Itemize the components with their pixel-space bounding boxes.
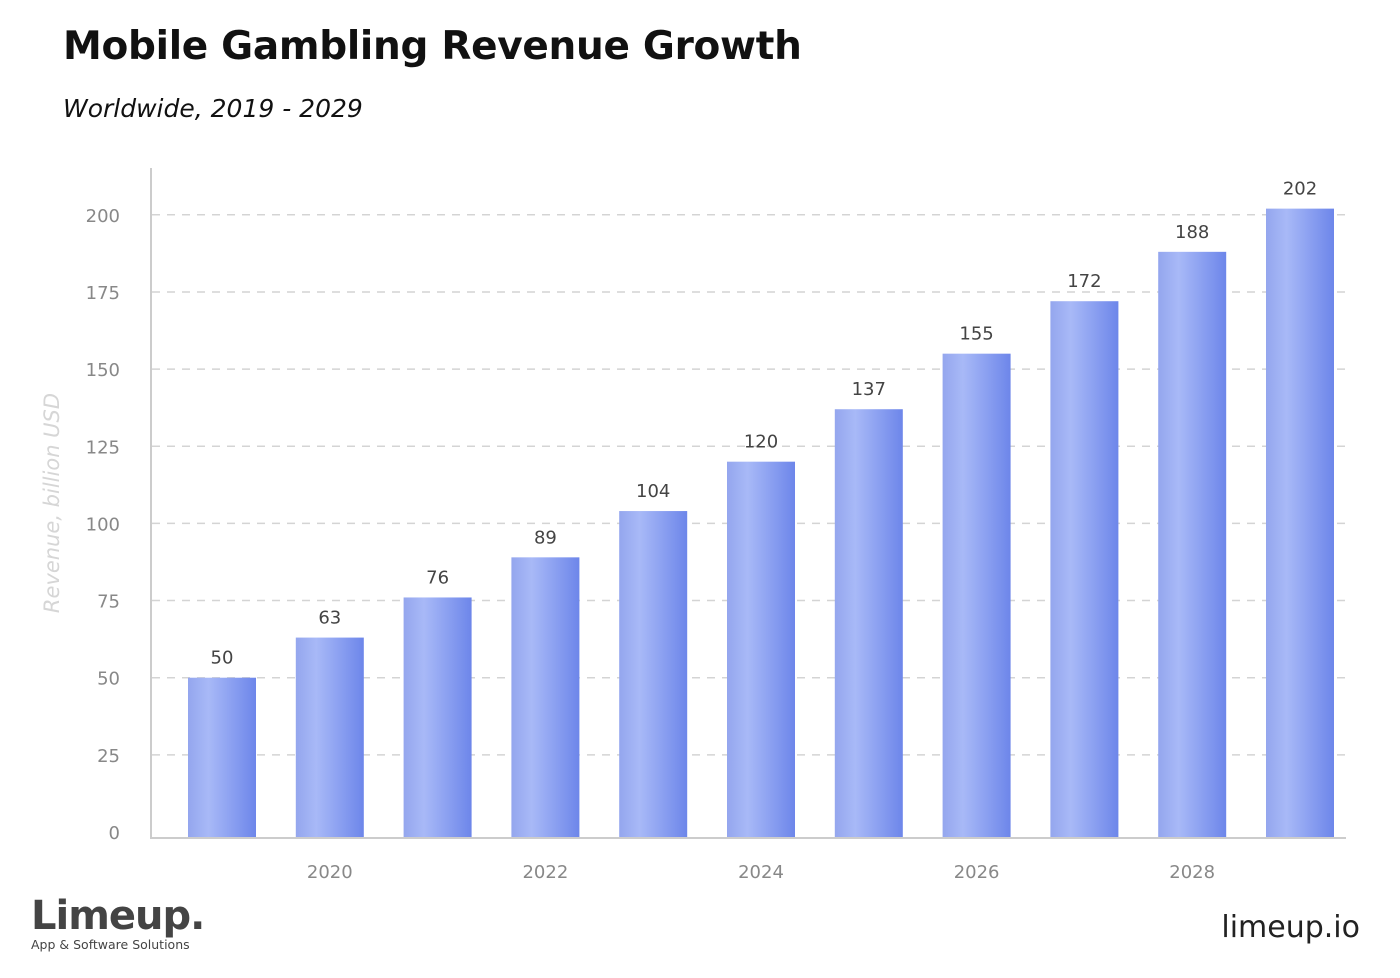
bar-2022 <box>511 557 580 838</box>
data-label: 89 <box>534 527 557 548</box>
chart-subtitle: Worldwide, 2019 - 2029 <box>63 94 363 123</box>
y-tick-label: 125 <box>86 437 120 458</box>
y-tick-label: 50 <box>97 669 120 690</box>
x-tick-label: 2020 <box>307 862 353 883</box>
bar-2025 <box>834 409 903 838</box>
x-tick-label: 2028 <box>1169 862 1215 883</box>
y-tick-label: 200 <box>86 206 120 227</box>
x-tick-label: 2026 <box>954 862 1000 883</box>
chart-title: Mobile Gambling Revenue Growth <box>63 24 802 69</box>
bar-2019 <box>188 677 256 838</box>
bar-2020 <box>295 637 364 838</box>
data-label: 137 <box>852 379 886 400</box>
limeup-logo: Limeup. App & Software Solutions <box>31 893 205 952</box>
logo-tagline: App & Software Solutions <box>31 937 190 952</box>
data-label: 63 <box>318 608 341 629</box>
y-tick-label: 25 <box>97 746 120 767</box>
bar-2021 <box>403 597 472 838</box>
y-tick-label: 75 <box>97 592 120 613</box>
y-tick-label: 150 <box>86 360 120 381</box>
data-label: 188 <box>1175 222 1209 243</box>
data-label: 202 <box>1283 179 1317 200</box>
y-tick-label: 175 <box>86 283 120 304</box>
bar-2027 <box>1050 301 1119 838</box>
y-tick-label: 100 <box>86 514 120 535</box>
data-label: 50 <box>211 648 234 669</box>
bar-2024 <box>727 461 795 838</box>
data-label: 172 <box>1067 271 1101 292</box>
bar-2023 <box>619 511 688 838</box>
data-label: 76 <box>426 567 449 588</box>
bar-2026 <box>942 353 1011 838</box>
y-axis-label: Revenue, billion USD <box>40 393 64 613</box>
bar-2028 <box>1158 251 1227 838</box>
data-label: 155 <box>959 324 993 345</box>
site-url: limeup.io <box>1221 910 1360 945</box>
data-label: 104 <box>636 481 670 502</box>
y-tick-label: 0 <box>109 823 120 844</box>
x-tick-label: 2022 <box>522 862 568 883</box>
x-tick-label: 2024 <box>738 862 784 883</box>
bar-2029 <box>1266 208 1334 839</box>
data-label: 120 <box>744 432 778 453</box>
